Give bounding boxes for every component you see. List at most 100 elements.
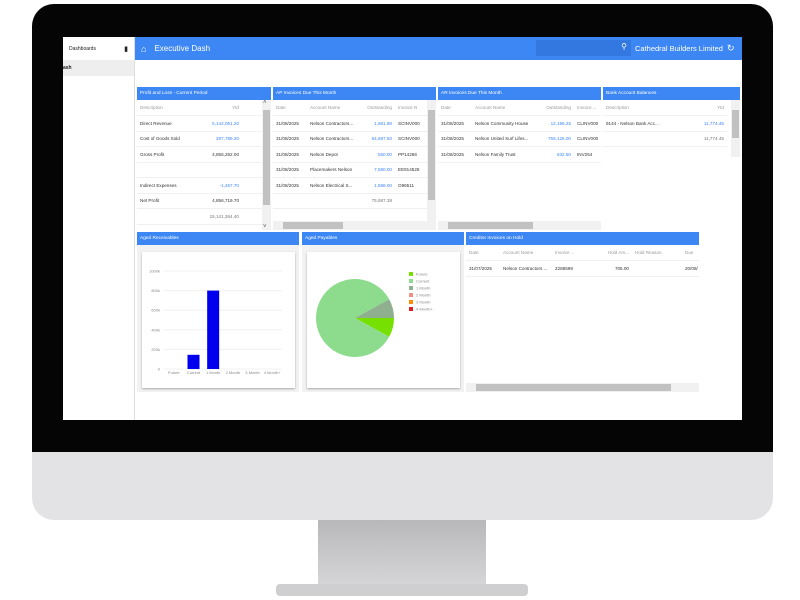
horizontal-scrollbar[interactable] (438, 221, 601, 230)
table-row[interactable]: Net Profit 4,856,719.70 (137, 194, 271, 209)
profit-loss-panel: Profit and Loss - Current Period Descrip… (137, 87, 271, 230)
column-header[interactable]: Account Name (503, 250, 534, 255)
table-row[interactable]: 31/08/2025 Nelson Contractors... 1,681.88 S… (273, 116, 436, 132)
table-cell: 9144 - Nelson Bank Acc... (606, 120, 659, 126)
x-tick-label: 4 Month+ (264, 370, 281, 375)
search-input[interactable]: ⚲ (536, 40, 631, 56)
table-row[interactable]: 31/08/2025 Placemakers Nelson 7,580.00 EE91… (273, 163, 436, 178)
pie-slice[interactable] (355, 318, 394, 337)
search-icon[interactable]: ⚲ (621, 42, 627, 51)
table-cell: 7,580.00 (374, 167, 392, 173)
x-tick-label: 2 Month (226, 370, 240, 375)
table-cell: 705.00 (614, 265, 629, 271)
column-header[interactable]: Date (469, 250, 479, 255)
y-tick-label: 200k (151, 347, 160, 352)
panel-title: Creditor Invoices on Hold (466, 232, 699, 245)
column-header[interactable]: Due (685, 250, 694, 255)
table-row[interactable]: 31/08/2025 Nelson Electrical S... 1,588.00… (273, 178, 436, 194)
column-header[interactable]: Invoice ... (555, 250, 575, 255)
legend-swatch (409, 293, 413, 297)
vertical-scrollbar[interactable] (427, 100, 436, 230)
table-cell: Cost of Goods Sold (140, 136, 180, 142)
table-cell: Nelson Electrical S... (310, 182, 353, 188)
company-name[interactable]: Cathedral Builders Limited (635, 44, 723, 53)
table-cell: -1,457.70 (219, 182, 239, 188)
table-row[interactable]: 31/08/2025 Nelson Family Trust 632.50 INV25… (438, 147, 601, 163)
legend-label: Current (416, 279, 430, 284)
column-header[interactable]: Invoice N (398, 105, 418, 110)
table-cell: 31/08/2025 (276, 151, 299, 157)
pie-slice[interactable] (316, 279, 390, 357)
table-total-row: 15,141,364.40 (137, 209, 271, 225)
table-row[interactable]: Direct Revenue 5,142,051.20 (137, 116, 271, 132)
pie-slice[interactable] (355, 299, 394, 318)
vertical-scrollbar[interactable] (731, 100, 740, 157)
column-header[interactable]: Date (276, 105, 286, 110)
table-row[interactable]: 31/08/2025 Nelson Contractors... 64,687.50… (273, 132, 436, 147)
monitor-chin (32, 452, 773, 520)
home-icon[interactable]: ⌂ (141, 43, 147, 54)
vertical-scrollbar[interactable]: ˄ ˅ (262, 100, 271, 230)
table-cell: 287,789.20 (216, 136, 239, 142)
sidebar-item-executive-dash[interactable]: ash (63, 60, 134, 76)
legend-label: 1 Month (416, 286, 430, 291)
table-cell: 31/08/2025 (276, 167, 299, 173)
table-row[interactable]: Cost of Goods Sold 287,789.20 (137, 132, 271, 147)
table-cell: 31/08/2025 (441, 136, 464, 142)
table-row[interactable]: 31/07/2025 Nelson Contractors ... 2288599 7… (466, 261, 699, 277)
column-header[interactable]: Description (606, 105, 629, 110)
creditor-hold-panel: Creditor Invoices on Hold Date Account Na… (466, 232, 699, 392)
aged-receivables-panel: Aged Receivables 0 200k 400k 600k 800k 1000k F… (137, 232, 299, 392)
table-cell: CLINV000 (577, 136, 598, 142)
table-cell: 31/08/2025 (441, 120, 464, 126)
table-row[interactable]: 31/08/2025 Nelson United Surf Lifes... 756… (438, 132, 601, 147)
table-row[interactable]: Indirect Expenses -1,457.70 (137, 178, 271, 194)
horizontal-scrollbar[interactable] (466, 383, 699, 392)
column-header[interactable]: Invoice ... (577, 105, 597, 110)
table-row[interactable]: 31/08/2025 Nelson Community House 12,196.2… (438, 116, 601, 132)
column-header[interactable]: Date (441, 105, 451, 110)
column-header[interactable]: Ytd (232, 105, 239, 110)
column-header[interactable]: Outstanding (546, 105, 571, 110)
x-tick-label: 3 Month (245, 370, 259, 375)
table-row[interactable]: Gross Profit 4,855,262.00 (137, 147, 271, 163)
table-cell: INV254 (577, 151, 593, 157)
table-cell: 11,774.45 (703, 120, 724, 126)
y-tick-label: 0 (158, 367, 161, 372)
table-cell: 1,588.00 (374, 182, 392, 188)
pie-chart: Future Current 1 Month 2 Month 3 Month 4 Mont… (316, 272, 433, 357)
screen: Dashboards ▮ ash ⌂ Executive Dash ⚲ Cathe… (63, 37, 742, 420)
table-row[interactable]: 9144 - Nelson Bank Acc... 11,774.45 (603, 116, 727, 132)
bar[interactable] (207, 290, 220, 369)
table-header: Date Account Name Invoice ... Hold Am... Hol… (466, 245, 699, 261)
column-header[interactable]: Account Name (310, 105, 341, 110)
panel-title: AP Invoices Due This Month (273, 87, 436, 100)
column-header[interactable]: Ytd (717, 105, 724, 110)
table-cell: 1,681.88 (374, 120, 392, 126)
legend-swatch (409, 307, 413, 311)
column-header[interactable]: Description (140, 105, 163, 110)
table-row[interactable] (137, 163, 271, 178)
y-tick-label: 800k (151, 288, 160, 293)
panel-title: AR Invoices Due This Month (438, 87, 601, 100)
header: ⌂ Executive Dash ⚲ Cathedral Builders Li… (135, 37, 742, 60)
legend-swatch (409, 272, 413, 276)
bank-balances-panel: Bank Account Balances Description Ytd 9144… (603, 87, 740, 157)
column-header[interactable]: Hold Reason (635, 250, 662, 255)
column-header[interactable]: Account Name (475, 105, 506, 110)
table-cell: 4,855,262.00 (212, 151, 239, 157)
table-header: Date Account Name Outstanding Invoice N (273, 100, 436, 116)
bar[interactable] (187, 354, 200, 369)
horizontal-scrollbar[interactable] (273, 221, 427, 230)
table-row[interactable]: 31/08/2025 Nelson Depot 550.00 PP14266 (273, 147, 436, 163)
y-tick-label: 400k (151, 327, 160, 332)
column-header[interactable]: Hold Am... (607, 250, 629, 255)
table-cell: 756,125.00 (548, 136, 571, 142)
ap-invoices-panel: AP Invoices Due This Month Date Account N… (273, 87, 436, 230)
refresh-icon[interactable]: ↻ (727, 43, 735, 53)
table-cell: Nelson Family Trust (475, 151, 516, 157)
column-header[interactable]: Outstanding (367, 105, 392, 110)
pin-icon[interactable]: ▮ (124, 45, 128, 53)
table-cell: 31/08/2025 (276, 182, 299, 188)
table-cell: Net Profit (140, 198, 160, 204)
